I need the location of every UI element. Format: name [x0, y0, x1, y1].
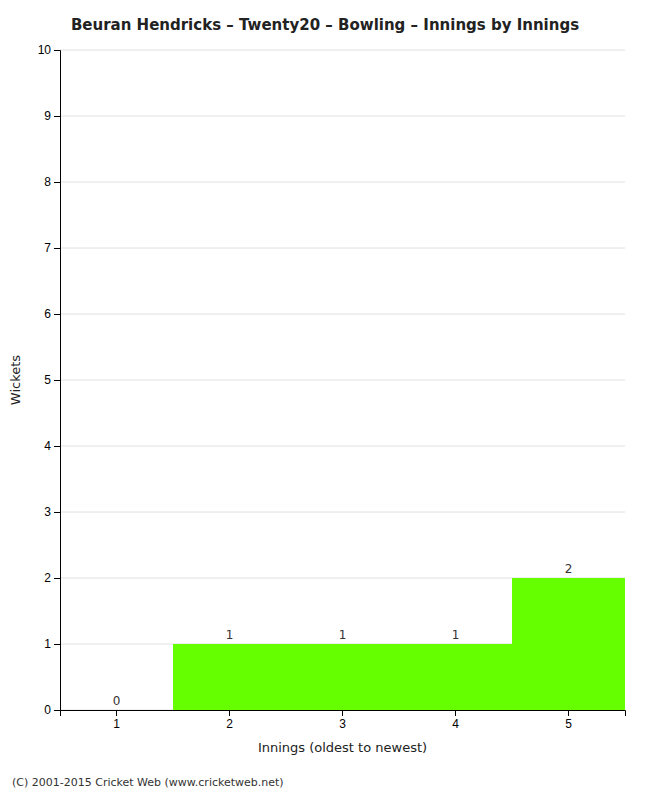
x-tick-label: 1 [113, 717, 120, 731]
x-tick-label: 4 [452, 717, 459, 731]
data-label: 2 [565, 562, 573, 576]
x-tick: 1 [113, 710, 120, 731]
y-tick-mark [54, 380, 60, 381]
grid-line [60, 380, 625, 381]
y-tick-label: 4 [44, 439, 51, 453]
y-tick: 1 [44, 637, 60, 651]
y-tick: 6 [44, 307, 60, 321]
y-tick-label: 9 [44, 109, 51, 123]
data-labels: 0 1 1 1 2 [113, 562, 573, 708]
grid [60, 50, 625, 710]
grid-line [60, 116, 625, 117]
y-tick-mark [54, 314, 60, 315]
y-tick-mark [54, 512, 60, 513]
y-tick-mark [54, 116, 60, 117]
x-axis-line [61, 711, 626, 717]
y-tick-mark [54, 446, 60, 447]
grid-line [60, 512, 625, 513]
x-tick-mark [229, 710, 230, 716]
grid-line [60, 248, 625, 249]
bar [173, 644, 286, 710]
y-axis-title: Wickets [8, 355, 23, 405]
x-tick-mark [455, 710, 456, 716]
y-tick-mark [54, 248, 60, 249]
bar [512, 578, 625, 710]
y-tick-mark [54, 710, 60, 711]
plot-area: 0 1 1 1 2 0 1 2 3 4 5 6 7 8 9 10 1 2 3 4 5 [38, 43, 626, 730]
grid-line [60, 446, 625, 447]
bar [60, 710, 173, 711]
footer: (C) 2001-2015 Cricket Web (www.cricketwe… [12, 776, 284, 789]
y-tick: 4 [44, 439, 60, 453]
x-tick-mark [568, 710, 569, 716]
y-tick: 0 [44, 703, 60, 717]
bar [286, 644, 399, 710]
x-tick: 2 [226, 710, 233, 731]
grid-line [60, 182, 625, 183]
y-tick-label: 2 [44, 571, 51, 585]
y-tick-label: 7 [44, 241, 51, 255]
grid-line [60, 314, 625, 315]
x-tick: 4 [452, 710, 459, 731]
y-tick-label: 10 [38, 43, 52, 57]
y-tick-mark [54, 50, 60, 51]
y-axis: 0 1 2 3 4 5 6 7 8 9 10 [38, 43, 61, 717]
y-tick-label: 5 [44, 373, 51, 387]
bar [399, 644, 512, 710]
y-tick: 9 [44, 109, 60, 123]
x-tick: 5 [565, 710, 572, 731]
y-tick: 5 [44, 373, 60, 387]
x-axis-title: Innings (oldest to newest) [258, 740, 427, 755]
x-tick-mark [116, 710, 117, 716]
y-tick: 10 [38, 43, 60, 57]
y-tick-label: 0 [44, 703, 51, 717]
y-tick-label: 8 [44, 175, 51, 189]
x-tick-label: 5 [565, 717, 572, 731]
chart-container: 0 1 1 1 2 0 1 2 3 4 5 6 7 8 9 10 1 2 3 4 5 Beuran Hendricks –… [0, 0, 650, 800]
bars [173, 578, 625, 710]
grid-line [60, 50, 625, 51]
y-axis-line [54, 51, 61, 711]
y-tick-label: 6 [44, 307, 51, 321]
x-axis: 1 2 3 4 5 [61, 710, 626, 731]
y-tick-label: 1 [44, 637, 51, 651]
chart-svg: 0 1 1 1 2 0 1 2 3 4 5 6 7 8 9 10 1 2 3 4 5 Beuran Hendricks –… [0, 0, 650, 800]
data-label: 1 [339, 628, 347, 642]
y-tick-mark [54, 182, 60, 183]
y-tick: 7 [44, 241, 60, 255]
chart-title: Beuran Hendricks – Twenty20 – Bowling – … [71, 16, 579, 34]
x-tick-label: 2 [226, 717, 233, 731]
data-label: 1 [226, 628, 234, 642]
y-tick-mark [54, 644, 60, 645]
data-label: 0 [113, 694, 121, 708]
x-tick-label: 3 [339, 717, 346, 731]
y-tick-label: 3 [44, 505, 51, 519]
y-tick-mark [54, 578, 60, 579]
y-tick: 2 [44, 571, 60, 585]
x-tick: 3 [339, 710, 346, 731]
y-tick: 8 [44, 175, 60, 189]
data-label: 1 [452, 628, 460, 642]
x-tick-mark [342, 710, 343, 716]
y-tick: 3 [44, 505, 60, 519]
